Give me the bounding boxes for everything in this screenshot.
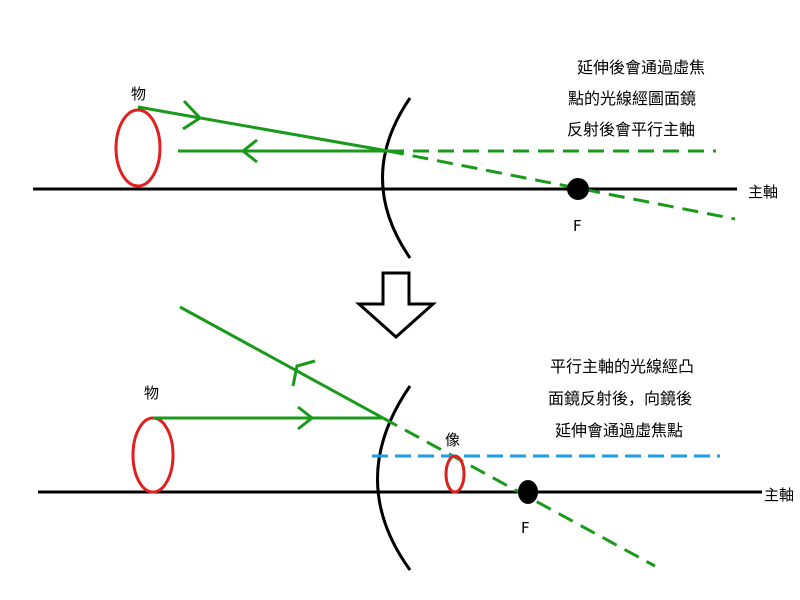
bottom-convex-mirror [376,385,412,571]
bottom-incident-arrow [297,405,315,431]
bottom-reflected-ray [179,305,384,420]
top-extension-dashed [387,149,736,221]
top-reflected-arrow [240,138,258,164]
bottom-note-line-2: 面鏡反射後，向鏡後 [548,389,692,408]
bottom-note-line-3: 延伸會通過虛焦點 [555,421,683,440]
top-incident-ray [137,105,389,153]
top-object-label: 物 [131,85,146,103]
bottom-focal-label: F [521,519,530,537]
bottom-object [131,416,175,494]
bottom-virtual-image [444,454,466,494]
down-arrow-icon [355,271,437,340]
top-note-line-2: 點的光線經圖面鏡 [568,89,696,108]
bottom-panel: 物 像 F 主軸 平行主軸的光線經凸 面鏡反射後，向鏡後 延伸會通過虛焦點 [38,305,794,571]
top-note-line-1: 延伸後會通過虛焦 [577,58,705,77]
bottom-note-line-1: 平行主軸的光線經凸 [550,357,694,376]
top-focal-label: F [573,217,582,235]
top-note-line-3: 反射後會平行主軸 [567,120,695,139]
bottom-axis-label: 主軸 [764,486,794,504]
bottom-focal-point [518,480,538,504]
bottom-object-label: 物 [144,384,159,402]
top-panel: 物 F 主軸 延伸後會通過虛焦 點的光線經圖面鏡 反射後會平行主軸 [33,58,778,259]
top-incident-arrow [182,99,203,131]
bottom-reflected-arrow [291,359,316,387]
top-axis-label: 主軸 [748,183,778,201]
top-convex-mirror [381,97,412,259]
top-focal-point [567,178,589,200]
top-object [114,108,162,188]
bottom-image-label: 像 [445,431,460,449]
